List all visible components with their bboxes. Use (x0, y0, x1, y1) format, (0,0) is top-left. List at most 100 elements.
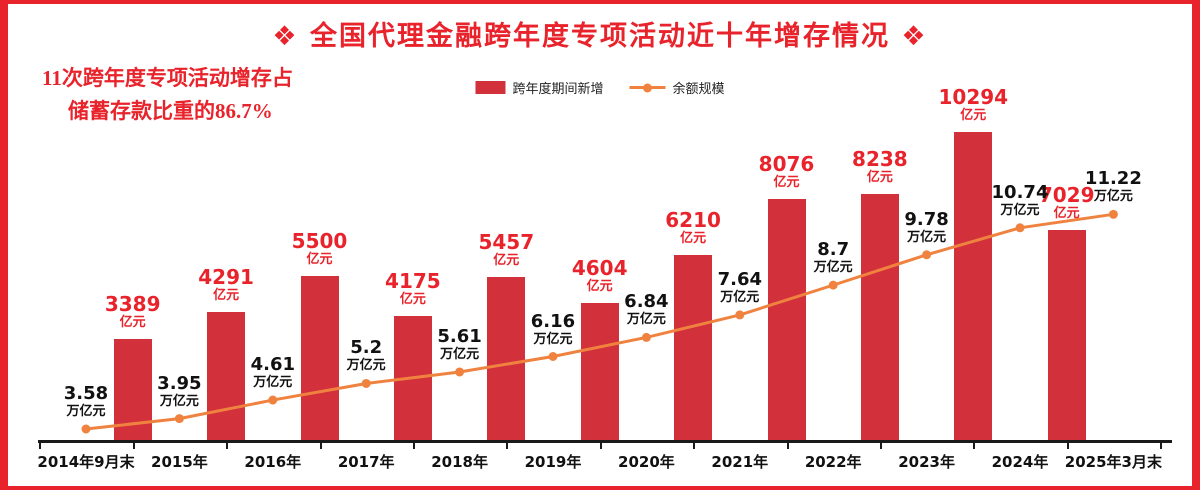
line-point (81, 424, 91, 434)
line-point-value: 6.16 (530, 310, 576, 332)
x-axis-label: 2015年 (151, 453, 208, 471)
line-point-label: 10.74 万亿元 (983, 182, 1057, 218)
x-axis-tick (226, 442, 229, 449)
bar-value-label: 8076 亿元 (742, 153, 832, 190)
line-point (548, 352, 558, 362)
bar-value: 10294 (938, 85, 1009, 109)
line-point-value: 3.95 (157, 372, 202, 394)
bar (954, 132, 993, 441)
x-axis-label: 2019年 (524, 453, 582, 471)
x-axis-tick (786, 442, 789, 449)
x-axis-label: 2024年 (991, 453, 1049, 471)
x-axis-tick (879, 442, 882, 449)
x-axis-tick (1160, 442, 1163, 449)
line-point (455, 367, 465, 377)
line-point-label: 3.58 万亿元 (49, 383, 123, 419)
x-axis-label: 2022年 (804, 453, 862, 471)
bar-unit: 亿元 (493, 253, 520, 268)
line-point (361, 378, 371, 388)
bar-unit: 亿元 (213, 288, 240, 303)
line-point-unit: 万亿元 (533, 331, 573, 347)
chart-area: 3389 亿元 4291 亿元 5500 亿元 4175 亿元 5457 亿元 4604 亿元 6210… (8, 4, 1192, 486)
line-point-unit: 万亿元 (1093, 189, 1133, 205)
line-point-label: 6.16 万亿元 (516, 311, 590, 347)
bar-value-label: 4175 亿元 (368, 270, 458, 307)
x-axis-line (38, 440, 1172, 443)
line-point-value: 9.78 (904, 208, 949, 230)
annotation-line1: 11次跨年度专项活动增存占 (42, 66, 293, 90)
line-point-value: 8.7 (817, 239, 850, 261)
line-point-value: 7.64 (717, 268, 762, 290)
legend-line-label: 余额规模 (672, 82, 725, 97)
line-point (1015, 223, 1025, 233)
bar-unit: 亿元 (306, 252, 333, 267)
bar-swatch-icon (475, 81, 506, 94)
page-title: ❖ 全国代理金融跨年度专项活动近十年增存情况 ❖ (272, 21, 928, 52)
x-axis-tick (693, 442, 696, 449)
x-axis-tick (132, 442, 135, 449)
bar-unit: 亿元 (680, 231, 707, 246)
line-point (735, 310, 745, 320)
x-axis-tick (599, 442, 602, 449)
x-axis-tick (319, 442, 322, 449)
line-point-unit: 万亿元 (907, 229, 947, 245)
line-point-label: 8.7 万亿元 (796, 239, 870, 275)
bar-value: 6210 (665, 208, 721, 232)
annotation-callout: 11次跨年度专项活动增存占 储蓄存款比重的86.7% (42, 62, 293, 127)
bar-value-label: 5500 亿元 (275, 230, 365, 267)
x-axis-label: 2021年 (711, 453, 769, 471)
bar-unit: 亿元 (866, 170, 893, 185)
line-point-unit: 万亿元 (440, 346, 480, 362)
line-point (922, 250, 932, 260)
line-point-value: 5.61 (437, 325, 482, 347)
line-point-unit: 万亿元 (813, 260, 853, 276)
x-axis-label: 2018年 (431, 453, 488, 471)
line-point-value: 4.61 (250, 354, 295, 376)
bar-value: 8076 (758, 152, 815, 176)
line-point-label: 3.95 万亿元 (142, 373, 216, 409)
line-point (641, 332, 651, 342)
x-axis-label: 2017年 (337, 453, 395, 471)
line-point (174, 414, 184, 424)
bar-unit: 亿元 (119, 315, 146, 330)
x-axis-label: 2025年3月末 (1064, 453, 1162, 471)
line-point-unit: 万亿元 (253, 375, 293, 391)
legend-item-bar: 跨年度期间新增 (475, 78, 604, 97)
line-point-value: 11.22 (1084, 168, 1142, 190)
line-point-label: 4.61 万亿元 (236, 354, 310, 390)
line-point-label: 11.22 万亿元 (1076, 168, 1150, 204)
x-axis-tick (973, 442, 976, 449)
bar-value: 4291 (198, 265, 254, 289)
line-point (268, 395, 278, 405)
x-axis-tick (506, 442, 509, 449)
x-axis-label: 2023年 (898, 453, 955, 471)
x-axis-label: 2016年 (244, 453, 302, 471)
bar (1047, 230, 1086, 441)
bar-value: 3389 (104, 292, 161, 316)
bar-value: 4175 (385, 269, 441, 293)
bar-unit: 亿元 (960, 108, 987, 123)
line-point-unit: 万亿元 (346, 358, 386, 374)
x-axis-tick (412, 442, 415, 449)
bar-value-label: 3389 亿元 (88, 293, 178, 330)
bar-value: 7029 (1038, 183, 1095, 207)
bar-value-label: 4291 亿元 (181, 266, 271, 303)
x-axis-label: 2014年9月末 (37, 453, 135, 471)
line-point-value: 6.84 (624, 291, 669, 313)
line-swatch-icon (629, 83, 666, 92)
line-point-label: 6.84 万亿元 (609, 291, 683, 327)
line-point-value: 10.74 (991, 181, 1049, 203)
bar-value-label: 6210 亿元 (648, 209, 738, 246)
bar-value: 5457 (478, 230, 535, 254)
bar (767, 199, 806, 441)
bar-value: 4604 (571, 256, 628, 280)
bar-value: 5500 (291, 229, 348, 253)
line-point-unit: 万亿元 (626, 312, 666, 328)
chart-legend: 跨年度期间新增 余额规模 (475, 78, 725, 97)
legend-item-line: 余额规模 (629, 78, 725, 97)
x-axis-label: 2020年 (618, 453, 675, 471)
bar-value-label: 8238 亿元 (835, 148, 925, 185)
line-point-label: 5.2 万亿元 (329, 337, 403, 373)
line-point-unit: 万亿元 (159, 393, 199, 409)
